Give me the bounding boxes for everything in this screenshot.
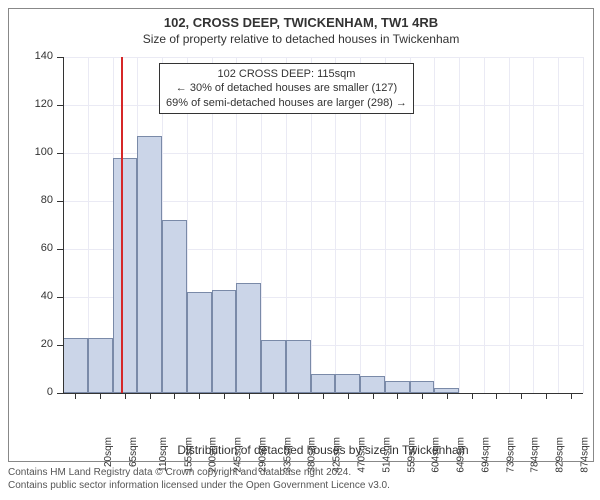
x-tick [521, 393, 522, 399]
attribution: Contains HM Land Registry data © Crown c… [8, 466, 390, 492]
y-tick-label: 0 [13, 386, 53, 398]
property-marker-line [121, 57, 123, 393]
x-tick-label: 649sqm [456, 437, 467, 473]
histogram-bar [410, 381, 435, 393]
histogram-bar [88, 338, 113, 393]
histogram-bar [113, 158, 138, 393]
x-tick [174, 393, 175, 399]
histogram-bar [385, 381, 410, 393]
x-tick [571, 393, 572, 399]
attribution-line-2: Contains public sector information licen… [8, 479, 390, 492]
x-tick-label: 739sqm [505, 437, 516, 473]
grid-line-v [509, 57, 510, 393]
x-tick-label: 65sqm [128, 437, 139, 467]
x-tick [348, 393, 349, 399]
x-tick-label: 874sqm [579, 437, 590, 473]
x-tick [447, 393, 448, 399]
x-tick [323, 393, 324, 399]
chart-title: 102, CROSS DEEP, TWICKENHAM, TW1 4RB [9, 15, 593, 30]
y-tick [57, 105, 63, 106]
grid-line-h [63, 57, 583, 58]
histogram-bar [162, 220, 187, 393]
x-tick-label: 694sqm [480, 437, 491, 473]
histogram-bar [311, 374, 336, 393]
annotation-line-2: ← 30% of detached houses are smaller (12… [166, 81, 407, 95]
grid-line-v [459, 57, 460, 393]
y-tick-label: 80 [13, 194, 53, 206]
y-tick-label: 140 [13, 50, 53, 62]
grid-line-v [533, 57, 534, 393]
y-tick [57, 393, 63, 394]
histogram-bar [286, 340, 311, 393]
annotation-line-3: 69% of semi-detached houses are larger (… [166, 96, 407, 110]
y-tick [57, 345, 63, 346]
y-tick [57, 201, 63, 202]
histogram-bar [261, 340, 286, 393]
histogram-bar [187, 292, 212, 393]
histogram-bar [236, 283, 261, 393]
x-tick [397, 393, 398, 399]
y-tick [57, 249, 63, 250]
y-axis-line [63, 57, 64, 393]
y-tick [57, 297, 63, 298]
x-tick [125, 393, 126, 399]
annotation-box: 102 CROSS DEEP: 115sqm ← 30% of detached… [159, 63, 414, 114]
grid-line-v [434, 57, 435, 393]
annotation-line-1: 102 CROSS DEEP: 115sqm [166, 67, 407, 81]
y-tick-label: 120 [13, 98, 53, 110]
histogram-bar [63, 338, 88, 393]
x-tick [75, 393, 76, 399]
x-tick-label: 559sqm [406, 437, 417, 473]
grid-line-v [484, 57, 485, 393]
x-tick [273, 393, 274, 399]
chart-container: 102, CROSS DEEP, TWICKENHAM, TW1 4RB Siz… [8, 8, 594, 462]
x-tick-label: 20sqm [103, 437, 114, 467]
attribution-line-1: Contains HM Land Registry data © Crown c… [8, 466, 390, 479]
x-tick [100, 393, 101, 399]
x-tick [224, 393, 225, 399]
x-tick [472, 393, 473, 399]
x-tick [373, 393, 374, 399]
y-tick-label: 100 [13, 146, 53, 158]
x-tick [249, 393, 250, 399]
y-tick-label: 40 [13, 290, 53, 302]
x-tick [496, 393, 497, 399]
x-tick-label: 604sqm [431, 437, 442, 473]
histogram-bar [137, 136, 162, 393]
x-tick-label: 829sqm [555, 437, 566, 473]
histogram-bar [212, 290, 237, 393]
x-tick [199, 393, 200, 399]
x-tick-label: 784sqm [530, 437, 541, 473]
histogram-bar [335, 374, 360, 393]
y-tick-label: 20 [13, 338, 53, 350]
y-tick [57, 153, 63, 154]
x-tick [150, 393, 151, 399]
x-tick [298, 393, 299, 399]
histogram-bar [360, 376, 385, 393]
chart-subtitle: Size of property relative to detached ho… [9, 32, 593, 46]
y-tick [57, 57, 63, 58]
grid-line-v [583, 57, 584, 393]
y-tick-label: 60 [13, 242, 53, 254]
x-tick [546, 393, 547, 399]
x-tick [422, 393, 423, 399]
grid-line-v [558, 57, 559, 393]
